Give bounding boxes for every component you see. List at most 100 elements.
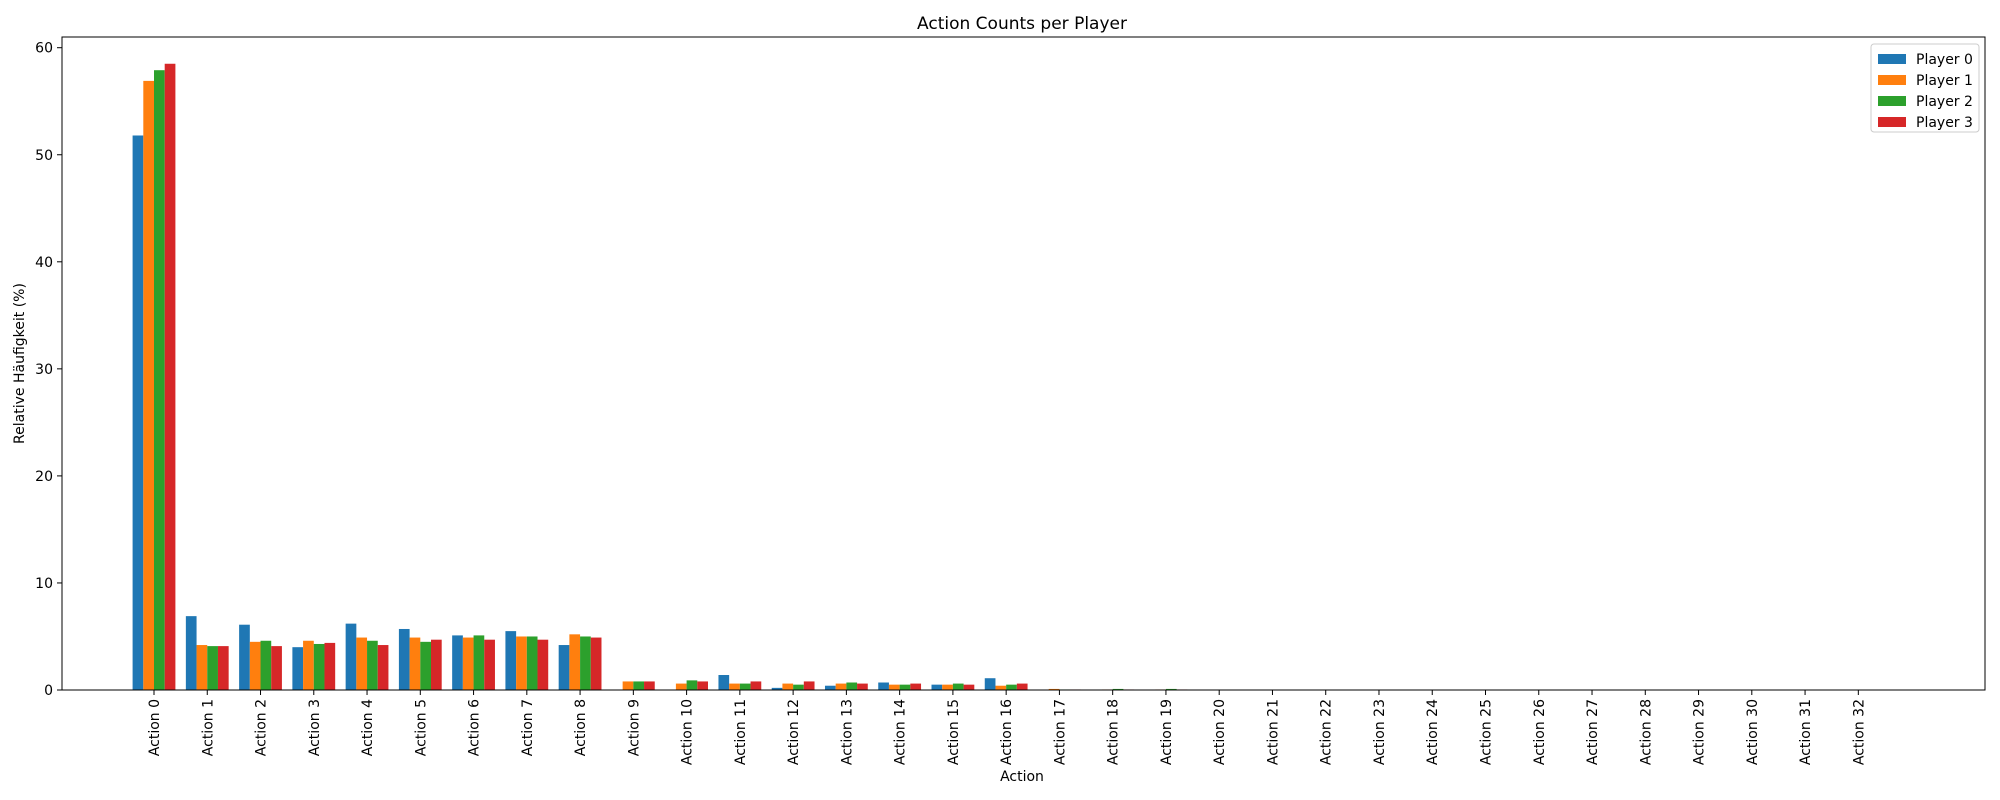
y-axis: 0 10 20 30 40 50 60 (35, 41, 62, 699)
bar-player-2-action-16 (1006, 684, 1017, 690)
bar-player-3-action-16 (1016, 683, 1028, 690)
bar-player-0-action-16 (984, 678, 996, 690)
x-tick-label: Action 24 (1425, 699, 1441, 765)
y-tick-label: 0 (44, 683, 53, 699)
bar-player-2-action-13 (846, 682, 858, 690)
x-tick-label: Action 9 (626, 699, 642, 756)
x-tick-label: Action 1 (200, 699, 216, 756)
x-tick-label: Action 15 (946, 699, 962, 765)
legend-label: Player 1 (1916, 73, 1973, 89)
bar-player-3-action-10 (697, 681, 708, 690)
bar-player-1-action-9 (622, 681, 634, 690)
x-tick-label: Action 12 (786, 699, 802, 765)
x-tick-label: Action 25 (1479, 699, 1495, 765)
bar-player-3-action-1 (217, 646, 229, 690)
y-tick-label: 20 (35, 469, 53, 485)
bar-player-3-action-11 (750, 681, 762, 690)
bar-player-2-action-15 (952, 683, 964, 690)
x-tick-label: Action 13 (839, 699, 855, 765)
bar-player-0-action-8 (558, 645, 570, 690)
bar-player-1-action-8 (569, 634, 581, 690)
y-tick-label: 10 (35, 576, 53, 592)
x-tick-label: Action 30 (1745, 699, 1761, 765)
x-tick-label: Action 5 (413, 699, 429, 756)
bar-player-2-action-11 (739, 683, 751, 690)
x-tick-label: Action 26 (1532, 699, 1548, 765)
bar-player-1-action-1 (196, 645, 208, 690)
x-tick-label: Action 27 (1585, 699, 1601, 765)
bar-player-2-action-18 (1112, 688, 1124, 690)
bar-player-1-action-14 (888, 684, 900, 690)
legend-label: Player 2 (1916, 94, 1973, 110)
legend-label: Player 0 (1916, 52, 1973, 68)
y-tick-label: 30 (35, 362, 53, 378)
bar-player-0-action-5 (398, 628, 410, 690)
x-tick-label: Action 31 (1798, 699, 1814, 765)
bar-player-1-action-15 (942, 684, 953, 690)
legend-swatch (1878, 117, 1906, 127)
bar-player-0-action-6 (452, 635, 463, 690)
x-tick-label: Action 22 (1319, 699, 1335, 765)
x-tick-label: Action 4 (360, 699, 376, 756)
bar-player-0-action-4 (345, 623, 357, 690)
chart-title: Action Counts per Player (917, 14, 1127, 34)
bar-player-0-action-14 (878, 682, 889, 690)
x-axis: Action 0 Action 1 Action 2 Action 3 Action 4… (147, 690, 1867, 765)
x-tick-label: Action 3 (307, 699, 323, 756)
bar-player-0-action-12 (771, 687, 783, 690)
bar-player-0-action-3 (292, 647, 304, 690)
bar-player-3-action-4 (377, 645, 389, 690)
bar-player-1-action-0 (143, 80, 154, 690)
bar-player-2-action-19 (1165, 688, 1177, 690)
bar-player-2-action-2 (260, 640, 272, 690)
bar-player-0-action-2 (239, 624, 250, 690)
x-tick-label: Action 16 (999, 699, 1015, 765)
bar-player-3-action-9 (644, 681, 655, 690)
x-tick-label: Action 19 (1159, 699, 1175, 765)
bar-player-3-action-6 (484, 639, 495, 690)
x-axis-label: Action (1000, 769, 1044, 785)
legend-swatch (1878, 96, 1906, 106)
bar-player-0-action-1 (185, 616, 197, 690)
legend-label: Player 3 (1916, 115, 1973, 131)
x-tick-label: Action 0 (147, 699, 163, 756)
bar-player-2-action-10 (686, 680, 698, 690)
legend-swatch (1878, 54, 1906, 64)
x-tick-label: Action 2 (254, 699, 270, 756)
bar-player-2-action-3 (313, 643, 325, 690)
bar-player-1-action-13 (835, 683, 847, 690)
x-tick-label: Action 29 (1692, 699, 1708, 765)
x-tick-label: Action 10 (680, 699, 696, 765)
bar-player-2-action-6 (473, 635, 485, 690)
bar-player-2-action-1 (207, 646, 218, 690)
y-axis-label: Relative Häufigkeit (%) (12, 283, 28, 444)
bar-player-0-action-15 (931, 684, 943, 690)
x-tick-label: Action 32 (1851, 699, 1867, 765)
bar-player-1-action-4 (356, 637, 368, 690)
bar-player-2-action-14 (899, 684, 911, 690)
bar-player-0-action-0 (132, 135, 144, 691)
bar-player-3-action-14 (910, 683, 922, 690)
bar-player-2-action-7 (526, 636, 538, 690)
bar-player-2-action-8 (580, 636, 591, 690)
x-tick-label: Action 18 (1106, 699, 1122, 765)
bar-player-1-action-3 (303, 640, 314, 690)
x-tick-label: Action 6 (467, 699, 483, 756)
bar-player-1-action-17 (1048, 688, 1060, 690)
bar-player-3-action-2 (271, 646, 282, 690)
bar-player-0-action-13 (824, 685, 836, 690)
bar-player-1-action-11 (729, 683, 740, 690)
legend-box (1870, 43, 1980, 133)
bar-player-3-action-15 (963, 684, 975, 690)
x-tick-label: Action 14 (893, 699, 909, 765)
y-tick-label: 60 (35, 41, 53, 57)
bar-player-3-action-5 (431, 639, 442, 690)
bar-player-3-action-8 (590, 637, 602, 690)
bars-layer (132, 63, 1188, 691)
y-tick-label: 50 (35, 148, 53, 164)
x-tick-label: Action 21 (1265, 699, 1281, 765)
bar-player-2-action-4 (367, 640, 378, 690)
bar-player-2-action-0 (154, 70, 165, 690)
x-tick-label: Action 28 (1638, 699, 1654, 765)
